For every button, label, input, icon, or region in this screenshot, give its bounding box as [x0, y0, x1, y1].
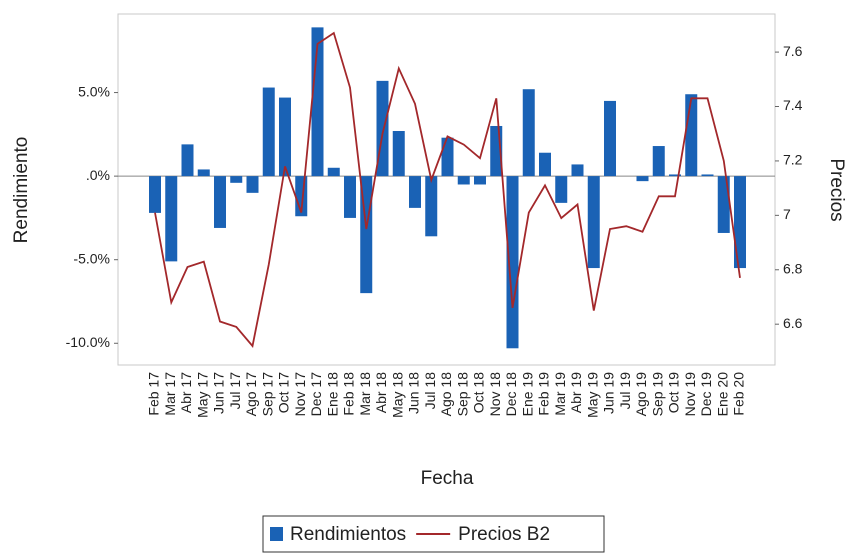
y2-tick-label: 7	[783, 206, 791, 222]
legend-label: Precios B2	[458, 524, 550, 545]
bar	[425, 176, 438, 237]
y-tick-label: .0%	[86, 167, 110, 183]
x-tick-label: Mar 19	[552, 372, 568, 416]
bar	[392, 131, 405, 177]
bar	[669, 174, 681, 177]
bar	[636, 176, 649, 182]
x-tick-label: Jul 17	[227, 372, 243, 410]
bar	[262, 87, 275, 177]
x-tick-label: May 19	[584, 372, 600, 418]
bar	[149, 176, 161, 213]
x-tick-label: Sep 17	[259, 372, 275, 417]
x-tick-label: Sep 19	[649, 372, 665, 417]
x-tick-label: Dec 17	[308, 372, 324, 417]
y-tick-label: 5.0%	[78, 83, 110, 99]
x-tick-label: Oct 19	[666, 372, 682, 413]
bar	[555, 176, 568, 203]
x-tick-label: Feb 17	[146, 372, 162, 416]
bar	[522, 89, 535, 177]
bar	[604, 100, 616, 177]
bar	[181, 144, 194, 177]
x-tick-label: Ago 18	[438, 372, 454, 417]
y-tick-label: -10.0%	[66, 334, 110, 350]
x-tick-label: Jun 18	[406, 372, 422, 414]
bar	[701, 174, 714, 177]
x-tick-label: May 17	[194, 372, 210, 418]
plot-area	[117, 13, 776, 366]
bar	[246, 176, 259, 193]
line	[154, 31, 741, 349]
x-tick-label: Dec 18	[503, 372, 519, 417]
x-tick-label: Abr 19	[568, 372, 584, 413]
x-tick-label: Oct 18	[471, 372, 487, 413]
x-tick-label: Ene 18	[324, 372, 340, 417]
x-tick-label: Dec 19	[698, 372, 714, 417]
bar	[457, 176, 470, 185]
bar	[685, 94, 698, 177]
x-tick-label: Jun 17	[211, 372, 227, 414]
bar	[441, 137, 454, 177]
x-tick-label: Ago 19	[633, 372, 649, 417]
legend-label: Rendimientos	[290, 524, 406, 545]
x-tick-label: Nov 18	[487, 372, 503, 417]
bar	[571, 164, 584, 177]
x-tick-label: Feb 18	[341, 372, 357, 416]
x-axis-label: Fecha	[421, 468, 474, 489]
bar	[344, 176, 356, 218]
bar	[327, 167, 340, 177]
x-tick-label: Jul 18	[422, 372, 438, 410]
x-tick-label: Mar 18	[357, 372, 373, 416]
y-axis-label: Rendimiento	[11, 137, 32, 244]
x-tick-label: Mar 17	[162, 372, 178, 416]
legend-swatch	[270, 527, 283, 541]
x-tick-label: Feb 19	[536, 372, 552, 416]
bar	[506, 176, 519, 349]
bar	[197, 169, 210, 177]
bar	[734, 176, 746, 269]
x-tick-label: Ene 19	[519, 372, 535, 417]
bar	[311, 27, 324, 177]
x-tick-label: Abr 17	[178, 372, 194, 413]
y2-tick-label: 7.6	[783, 43, 803, 59]
bar	[474, 176, 486, 185]
x-tick-label: Jul 19	[617, 372, 633, 410]
bar	[214, 176, 226, 228]
x-tick-label: Ene 20	[714, 372, 730, 417]
y2-tick-label: 6.8	[783, 260, 803, 276]
x-tick-label: Abr 18	[373, 372, 389, 413]
bar	[652, 146, 665, 177]
bar	[165, 176, 178, 262]
bar	[279, 97, 291, 177]
y2-axis-label: Precios	[826, 158, 847, 221]
bar	[539, 152, 551, 177]
y-tick-label: -5.0%	[73, 250, 110, 266]
x-tick-label: May 18	[389, 372, 405, 418]
x-tick-label: Oct 17	[276, 372, 292, 413]
y2-tick-label: 7.4	[783, 97, 803, 113]
bar	[409, 176, 421, 208]
bar	[230, 176, 243, 183]
x-tick-label: Jun 19	[601, 372, 617, 414]
bar	[717, 176, 730, 233]
x-tick-label: Sep 18	[454, 372, 470, 417]
x-tick-label: Nov 19	[682, 372, 698, 417]
y2-tick-label: 6.6	[783, 315, 803, 331]
x-tick-label: Ago 17	[243, 372, 259, 417]
x-tick-label: Feb 20	[731, 372, 747, 416]
bar	[587, 176, 600, 269]
x-tick-label: Nov 17	[292, 372, 308, 417]
y2-tick-label: 7.2	[783, 152, 803, 168]
